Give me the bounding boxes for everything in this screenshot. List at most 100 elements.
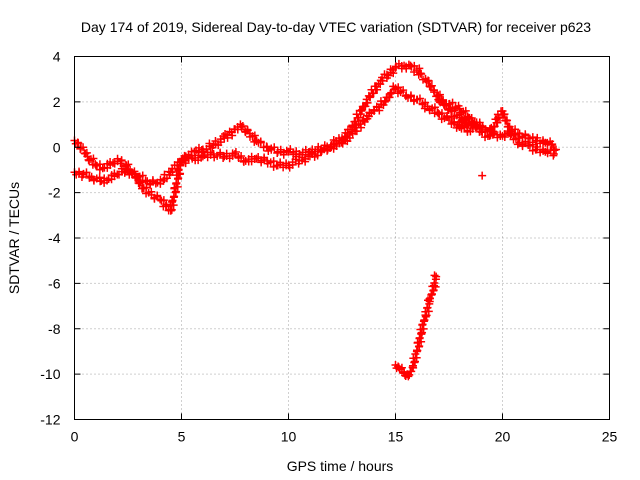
data-point xyxy=(405,370,414,379)
data-point xyxy=(493,118,502,127)
y-tick-label: -12 xyxy=(40,412,60,428)
data-point xyxy=(397,363,406,372)
data-point xyxy=(419,324,428,333)
data-point xyxy=(432,272,441,281)
data-point xyxy=(141,176,150,185)
y-tick-label: 2 xyxy=(53,94,61,110)
series-isolated xyxy=(478,171,487,180)
data-point xyxy=(168,196,177,205)
data-point xyxy=(176,169,185,178)
chart-title: Day 174 of 2019, Sidereal Day-to-day VTE… xyxy=(81,19,591,35)
data-point xyxy=(533,133,542,142)
data-point xyxy=(238,121,247,130)
data-point xyxy=(439,95,448,104)
data-point xyxy=(133,173,142,182)
data-point xyxy=(501,116,510,125)
data-point xyxy=(237,151,246,160)
data-point xyxy=(263,143,272,152)
data-point xyxy=(113,154,122,163)
data-point xyxy=(276,158,285,167)
data-point xyxy=(424,76,433,85)
data-point xyxy=(198,152,207,161)
x-tick-label: 10 xyxy=(281,429,297,445)
data-point xyxy=(382,70,391,79)
data-point xyxy=(73,138,82,147)
data-point xyxy=(176,160,185,169)
data-point xyxy=(117,156,126,165)
data-point xyxy=(216,148,225,157)
y-tick-label: -6 xyxy=(48,275,61,291)
data-point xyxy=(173,182,182,191)
data-point xyxy=(448,98,457,107)
data-point xyxy=(427,289,436,298)
data-point xyxy=(162,200,171,209)
data-point xyxy=(174,165,183,174)
data-points xyxy=(70,59,560,381)
y-tick-label: -2 xyxy=(48,185,61,201)
data-point xyxy=(407,367,416,376)
data-point xyxy=(425,294,434,303)
data-point xyxy=(430,279,439,288)
x-axis-label: GPS time / hours xyxy=(287,458,394,474)
data-point xyxy=(385,93,394,102)
data-point xyxy=(417,337,426,346)
data-point xyxy=(485,131,494,140)
data-point xyxy=(252,154,261,163)
data-point xyxy=(103,176,112,185)
series-track-b xyxy=(70,82,475,215)
data-point xyxy=(413,346,422,355)
data-point xyxy=(427,81,436,90)
data-point xyxy=(406,91,415,100)
data-point xyxy=(430,271,439,280)
data-point xyxy=(408,361,417,370)
data-point xyxy=(135,178,144,187)
data-point xyxy=(373,85,382,94)
data-point xyxy=(172,178,181,187)
data-point xyxy=(461,119,470,128)
data-point xyxy=(169,201,178,210)
data-point xyxy=(167,205,176,214)
data-point xyxy=(122,164,131,173)
data-point xyxy=(431,282,440,291)
x-tick-label: 5 xyxy=(178,429,186,445)
y-tick-label: -10 xyxy=(40,366,60,382)
data-point xyxy=(415,342,424,351)
x-tick-label: 15 xyxy=(388,429,404,445)
data-point xyxy=(270,143,279,152)
y-tick-label: -4 xyxy=(48,230,61,246)
x-tick-label: 20 xyxy=(495,429,511,445)
data-point xyxy=(211,137,220,146)
data-point xyxy=(549,150,558,159)
data-point xyxy=(453,120,462,129)
axis-ticks: 0 5 10 15 20 25 -12 -10 -8 -6 -4 -2 0 2 4 xyxy=(40,49,617,445)
data-point xyxy=(416,69,425,78)
data-point xyxy=(424,307,433,316)
data-point xyxy=(546,146,555,155)
data-point xyxy=(429,85,438,94)
data-point xyxy=(243,125,252,134)
x-tick-label: 25 xyxy=(602,429,618,445)
y-tick-label: -8 xyxy=(48,321,61,337)
data-point xyxy=(399,86,408,95)
data-point xyxy=(237,122,246,131)
y-tick-label: 4 xyxy=(53,49,61,65)
data-point xyxy=(415,333,424,342)
data-point xyxy=(478,171,487,180)
data-point xyxy=(418,320,427,329)
data-point xyxy=(174,174,183,183)
data-point xyxy=(466,127,475,136)
data-point xyxy=(359,116,368,125)
data-point xyxy=(282,146,291,155)
series-low-arc xyxy=(391,271,441,381)
data-point xyxy=(363,98,372,107)
data-point xyxy=(423,303,432,312)
data-point xyxy=(418,328,427,337)
data-point xyxy=(171,187,180,196)
data-point xyxy=(420,315,429,324)
data-point xyxy=(231,148,240,157)
data-point xyxy=(75,167,84,176)
data-point xyxy=(533,142,542,151)
y-tick-label: 0 xyxy=(53,139,61,155)
